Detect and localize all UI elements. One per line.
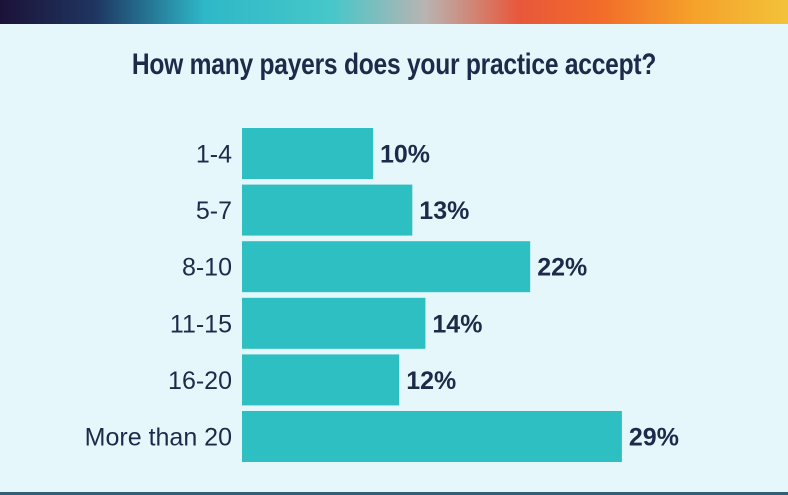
bar-1 (242, 184, 413, 236)
bar-4 (242, 354, 400, 406)
category-label-4: 16-20 (168, 367, 232, 395)
value-label-3: 14% (432, 310, 482, 338)
category-label-2: 8-10 (182, 254, 232, 282)
bar-3 (242, 297, 426, 349)
bar-2 (242, 241, 531, 293)
value-label-5: 29% (629, 424, 679, 452)
category-label-3: 11-15 (170, 310, 232, 338)
value-label-2: 22% (537, 254, 587, 282)
value-label-0: 10% (380, 141, 430, 169)
bar-5 (242, 411, 622, 462)
category-label-5: More than 20 (85, 424, 232, 452)
chart-title: How many payers does your practice accep… (131, 48, 657, 81)
bar-0 (242, 128, 373, 179)
category-label-1: 5-7 (196, 197, 232, 225)
bars-layer: 1-4 10% 5-7 13% 8-10 22% 11-15 14% 16-20 12% More … (85, 128, 679, 462)
value-label-4: 12% (406, 367, 456, 395)
bottom-divider (0, 492, 788, 495)
decorative-gradient-band (0, 0, 788, 24)
category-label-0: 1-4 (196, 141, 232, 169)
value-label-1: 13% (419, 197, 469, 225)
